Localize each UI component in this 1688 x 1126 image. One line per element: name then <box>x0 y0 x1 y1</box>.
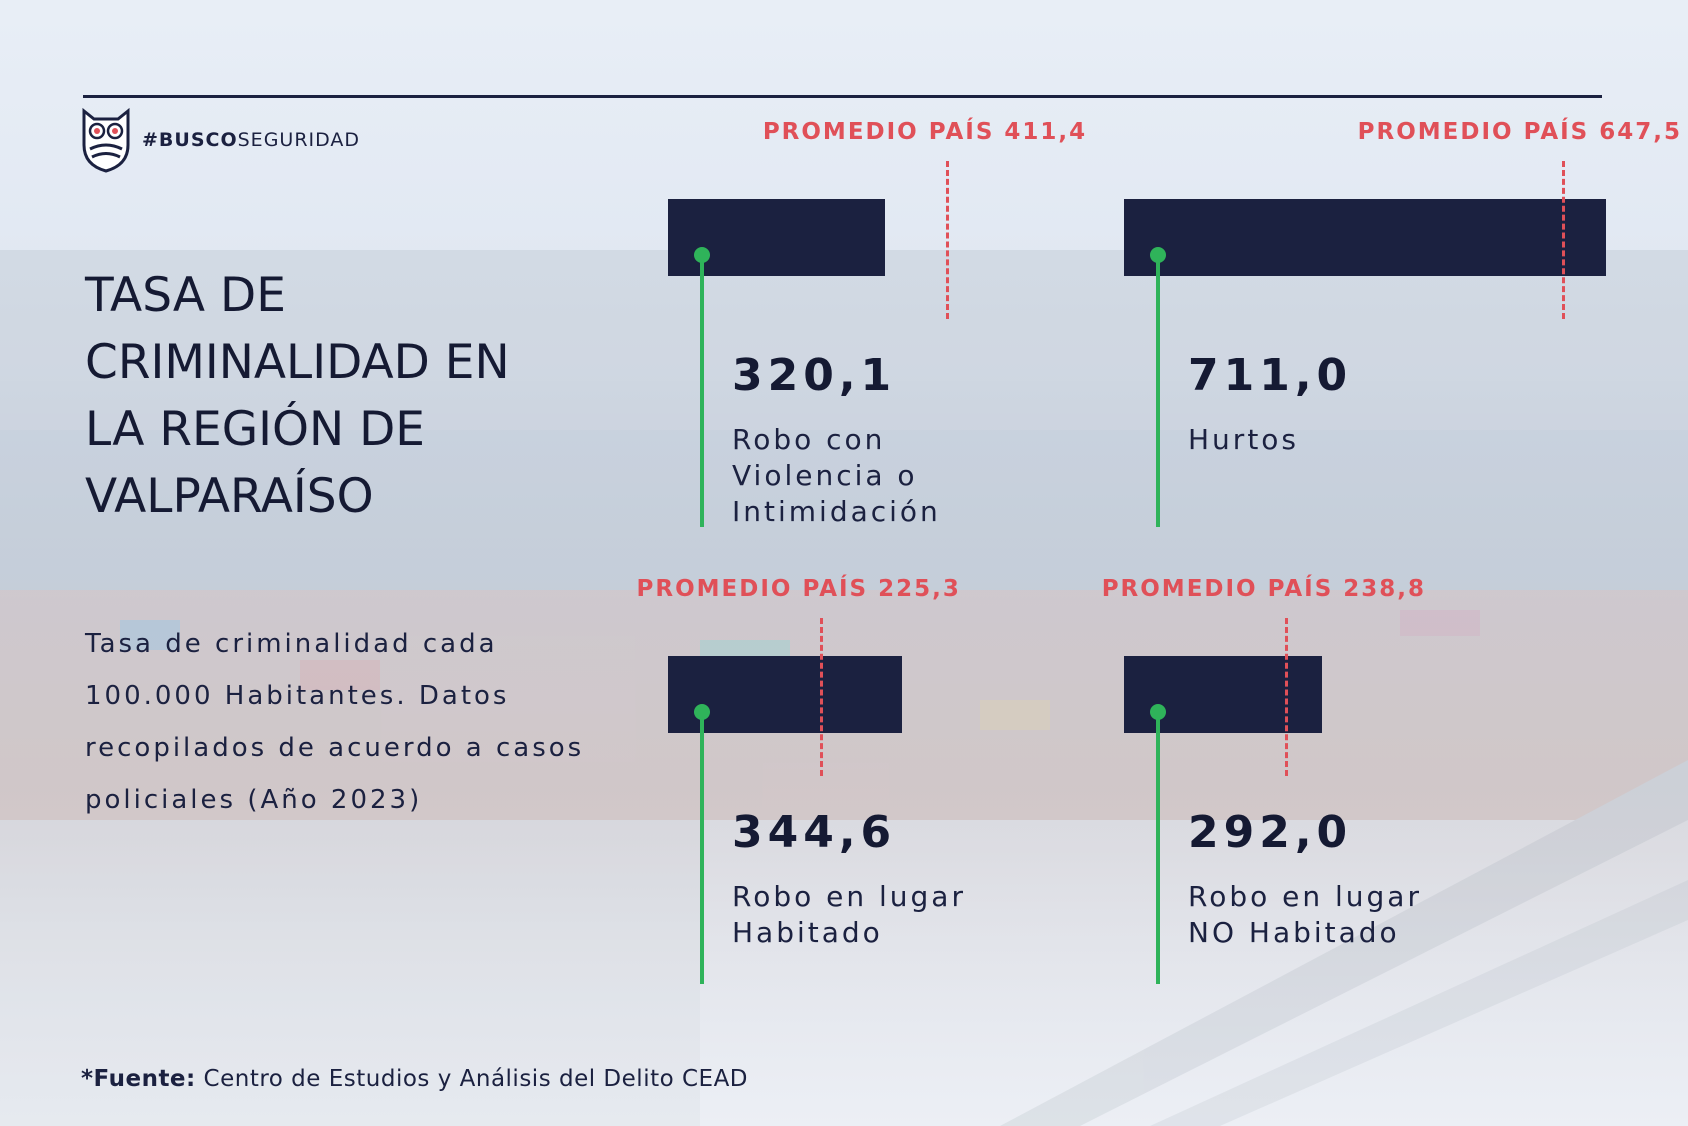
value-marker-dot <box>694 247 710 263</box>
value-bar <box>668 199 886 276</box>
national-average-label: PROMEDIO PAÍS 411,4 <box>762 119 1088 145</box>
national-average-line <box>1562 161 1566 319</box>
value-label: 292,0 <box>1188 807 1353 858</box>
national-average-line <box>946 161 950 319</box>
national-average-line <box>1285 618 1289 776</box>
page-subtitle: Tasa de criminalidad cada 100.000 Habita… <box>85 629 585 815</box>
national-average-label: PROMEDIO PAÍS 647,5 <box>1357 119 1682 145</box>
value-marker-line <box>1156 254 1160 527</box>
top-divider <box>83 95 1602 98</box>
page-title: TASA DE CRIMINALIDAD EN LA REGIÓN DE VAL… <box>85 268 510 524</box>
value-label: 344,6 <box>732 807 897 858</box>
value-marker-dot <box>1150 704 1166 720</box>
owl-icon <box>82 107 130 173</box>
value-bar <box>1124 656 1323 733</box>
value-marker-line <box>1156 711 1160 984</box>
category-label: Robo con Violencia o Intimidación <box>732 423 941 528</box>
value-label: 320,1 <box>732 350 897 401</box>
category-label: Robo en lugar Habitado <box>732 880 966 949</box>
national-average-label: PROMEDIO PAÍS 225,3 <box>636 576 961 602</box>
category-label: Hurtos <box>1188 423 1300 456</box>
value-marker-line <box>700 254 704 527</box>
national-average-line <box>819 618 823 776</box>
value-marker-dot <box>694 704 710 720</box>
value-label: 711,0 <box>1188 350 1353 401</box>
value-marker-line <box>700 711 704 984</box>
brand-name: #BUSCOSEGURIDAD <box>142 129 361 151</box>
source-note: *Fuente: Centro de Estudios y Análisis d… <box>81 1066 749 1092</box>
value-marker-dot <box>1150 247 1166 263</box>
category-label: Robo en lugar NO Habitado <box>1188 880 1422 949</box>
brand-logo: #BUSCOSEGURIDAD <box>80 107 360 173</box>
value-bar <box>668 656 902 733</box>
national-average-label: PROMEDIO PAÍS 238,8 <box>1101 576 1427 602</box>
value-bar <box>1124 199 1607 276</box>
